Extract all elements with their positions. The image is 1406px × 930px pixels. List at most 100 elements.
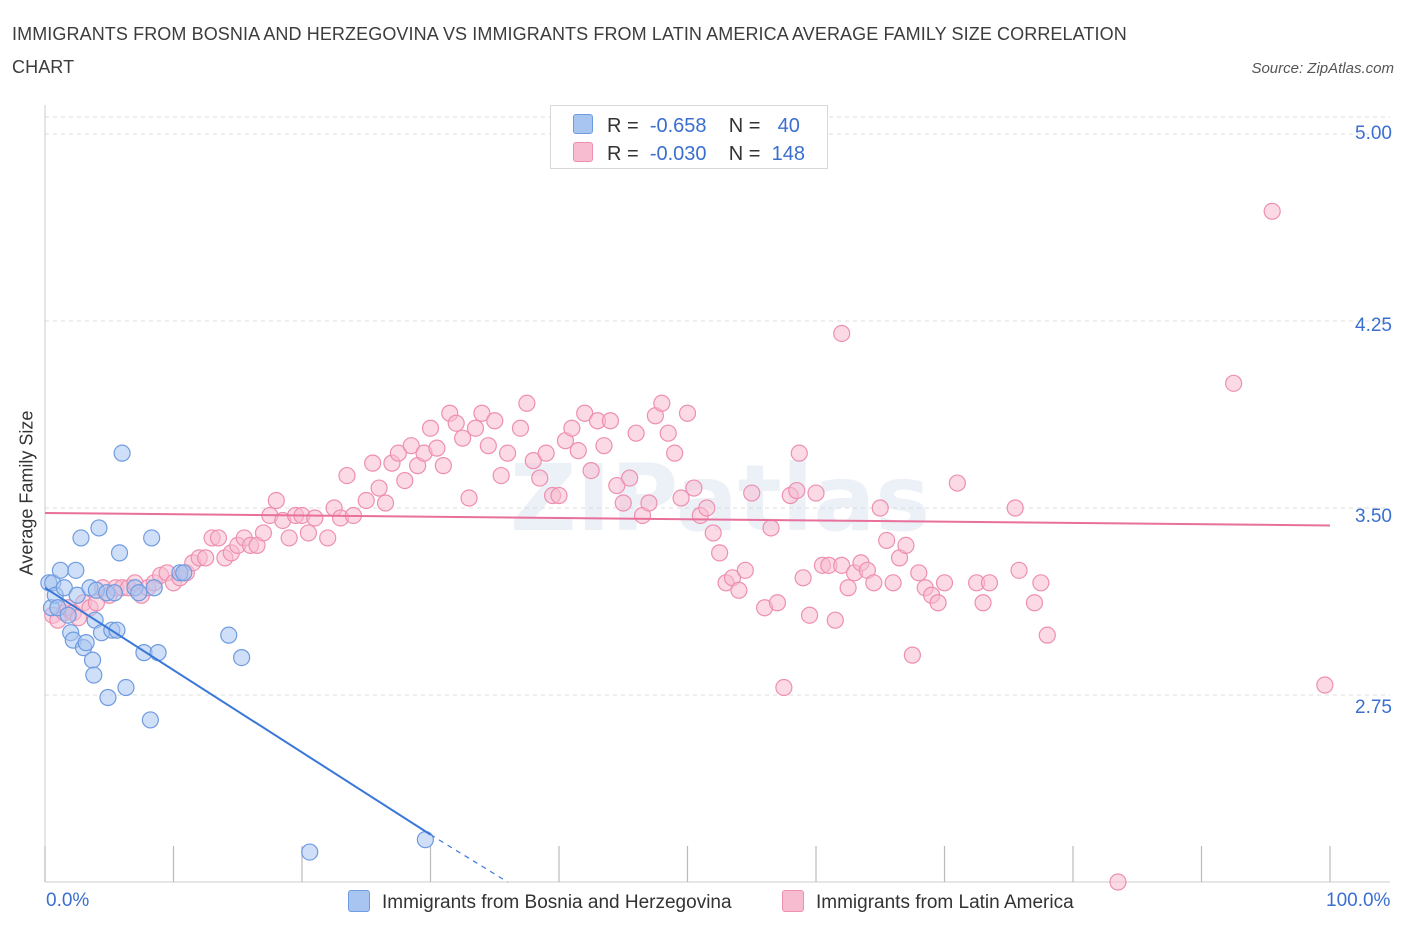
data-point <box>466 419 485 437</box>
data-point <box>614 494 632 512</box>
data-point <box>929 594 947 612</box>
data-point <box>608 476 626 495</box>
data-point <box>67 561 85 579</box>
trendlines <box>44 511 1331 883</box>
data-point <box>865 574 883 592</box>
data-point <box>640 494 658 512</box>
data-point <box>569 442 587 460</box>
data-point <box>357 491 375 510</box>
data-point <box>141 711 159 729</box>
x-tick-right: 100.0% <box>1326 890 1391 911</box>
data-point <box>788 481 806 500</box>
legend-swatch-pink <box>573 142 593 162</box>
x-tick-left: 0.0% <box>46 890 90 911</box>
data-point <box>807 484 825 502</box>
data-point <box>910 564 928 582</box>
data-point <box>209 529 228 547</box>
data-point <box>220 626 238 644</box>
bottom-legend-bosnia: Immigrants from Bosnia and Herzegovina <box>348 890 732 914</box>
data-point <box>826 611 844 629</box>
data-point <box>55 579 73 597</box>
data-point <box>1006 499 1024 517</box>
data-point <box>447 414 465 432</box>
data-point <box>659 424 677 442</box>
data-point <box>113 444 131 462</box>
data-point <box>479 437 497 455</box>
data-point <box>672 489 690 507</box>
data-point <box>299 524 318 542</box>
data-point <box>948 474 966 492</box>
legend-swatch-blue <box>573 114 593 134</box>
series-bosnia <box>40 444 434 861</box>
data-point <box>1038 626 1056 644</box>
source-label: Source: ZipAtlas.com <box>1251 60 1394 77</box>
data-point <box>653 394 671 412</box>
data-point <box>974 594 992 612</box>
data-point <box>267 491 285 510</box>
data-point <box>576 404 594 422</box>
legend-row-bosnia: R = -0.658 N = 40 <box>573 114 800 138</box>
data-point <box>108 621 126 639</box>
data-point <box>59 606 77 624</box>
data-point <box>511 419 530 437</box>
data-point <box>233 648 251 667</box>
data-point <box>601 412 620 430</box>
axes <box>44 105 1390 883</box>
legend-n-value: 148 <box>771 143 805 165</box>
data-point <box>460 489 478 507</box>
y-tick-label: 2.75 <box>1355 697 1392 718</box>
data-point <box>871 499 889 517</box>
data-point <box>595 437 613 455</box>
data-point <box>698 499 716 517</box>
data-point <box>396 471 414 490</box>
legend-r-label: R = <box>607 115 639 137</box>
data-point <box>99 688 117 707</box>
data-point <box>338 466 356 485</box>
data-point <box>110 544 129 562</box>
data-point <box>428 439 446 457</box>
legend-series-name: Immigrants from Bosnia and Herzegovina <box>382 892 732 913</box>
data-point <box>416 831 434 849</box>
data-point <box>582 462 600 480</box>
y-tick-label: 5.00 <box>1355 123 1392 144</box>
data-point <box>678 404 697 422</box>
data-point <box>518 394 536 412</box>
data-point <box>768 594 787 612</box>
data-point <box>711 544 729 562</box>
data-point <box>1316 676 1334 694</box>
data-point <box>319 529 337 547</box>
data-point <box>903 646 921 664</box>
data-point <box>563 419 581 437</box>
data-point <box>486 412 504 430</box>
data-point <box>762 519 780 537</box>
data-point <box>627 424 645 442</box>
data-point <box>1225 374 1243 392</box>
legend-n-label: N = <box>728 143 761 165</box>
chart-title: IMMIGRANTS FROM BOSNIA AND HERZEGOVINA V… <box>12 24 1127 77</box>
data-point <box>1109 873 1127 891</box>
series-latin-america <box>44 202 1334 891</box>
data-point <box>376 494 395 512</box>
data-point <box>736 561 754 579</box>
data-point <box>454 429 472 447</box>
data-point <box>800 606 819 624</box>
data-point <box>935 574 954 592</box>
data-point <box>550 486 568 505</box>
data-point <box>666 444 684 462</box>
data-point <box>68 586 86 604</box>
legend-n-value: 40 <box>777 115 800 137</box>
data-point <box>499 444 517 462</box>
grid-lines <box>45 116 1390 696</box>
data-point <box>794 569 812 587</box>
data-point <box>897 536 915 555</box>
data-point <box>306 509 324 527</box>
legend-r-value: -0.658 <box>649 115 707 137</box>
trendline-latin-america <box>44 511 1331 527</box>
legend-r-value: -0.030 <box>649 143 707 165</box>
data-point <box>1032 574 1050 592</box>
data-point <box>254 524 273 542</box>
data-point <box>143 529 161 547</box>
data-point <box>1263 202 1281 220</box>
stats-legend: R = -0.658 N = 40 R = -0.030 N = 148 <box>550 105 828 169</box>
